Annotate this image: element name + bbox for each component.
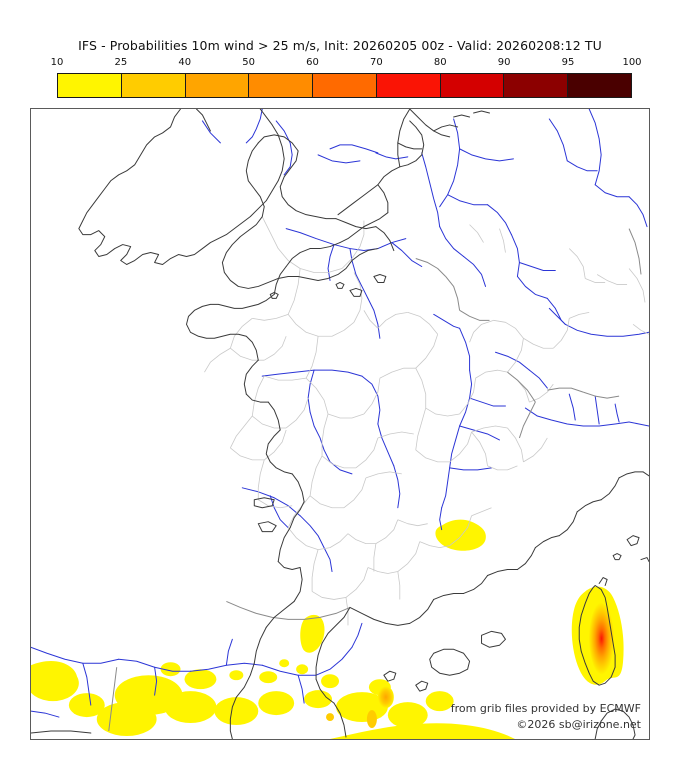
department-boundaries-layer bbox=[204, 216, 649, 626]
colorbar-band-60-70 bbox=[313, 74, 377, 97]
colorbar-tick-labels: 10 25 40 50 60 70 80 90 95 100 bbox=[51, 56, 642, 72]
colorbar-band-90-95 bbox=[504, 74, 569, 97]
colorbar-band-10-25 bbox=[58, 74, 122, 97]
page-title: IFS - Probabilities 10m wind > 25 m/s, I… bbox=[78, 38, 602, 53]
colorbar-tick-0: 10 bbox=[50, 57, 64, 68]
colorbar-tick-2: 40 bbox=[178, 57, 192, 68]
probability-area-balearic-dot bbox=[279, 659, 290, 668]
probability-area-med-main bbox=[329, 723, 515, 739]
colorbar-tick-7: 90 bbox=[497, 57, 511, 68]
colorbar: 10 25 40 50 60 70 80 90 95 100 bbox=[51, 56, 642, 102]
colorbar-tick-5: 70 bbox=[370, 57, 383, 68]
colorbar-tick-4: 60 bbox=[306, 57, 319, 68]
colorbar-band-50-60 bbox=[249, 74, 314, 97]
colorbar-tick-1: 25 bbox=[114, 57, 128, 68]
probability-area-gulf-of-lion bbox=[435, 519, 486, 551]
coastline-layer bbox=[31, 109, 649, 739]
colorbar-tick-8: 95 bbox=[561, 57, 575, 68]
colorbar-band-40-50 bbox=[185, 74, 250, 97]
colorbar-tick-6: 80 bbox=[433, 57, 447, 68]
probability-field bbox=[31, 519, 624, 739]
probability-area-pyrenees bbox=[300, 614, 325, 653]
colorbar-band-25-40 bbox=[121, 74, 186, 97]
colorbar-band-70-80 bbox=[376, 74, 441, 97]
colorbar-gradient bbox=[57, 73, 632, 98]
colorbar-tick-3: 50 bbox=[242, 57, 256, 68]
rivers-layer bbox=[31, 109, 649, 718]
map-vector-layers bbox=[31, 109, 649, 739]
map-canvas[interactable]: from grib files provided by ECMWF ©2026 … bbox=[30, 108, 650, 740]
probability-area-northern-spain bbox=[31, 660, 454, 737]
colorbar-band-95-100 bbox=[568, 74, 632, 97]
national-borders-layer bbox=[108, 228, 642, 732]
colorbar-band-80-90 bbox=[440, 74, 505, 97]
colorbar-tick-9: 100 bbox=[622, 57, 642, 68]
probability-area-corsica-core bbox=[588, 602, 615, 675]
